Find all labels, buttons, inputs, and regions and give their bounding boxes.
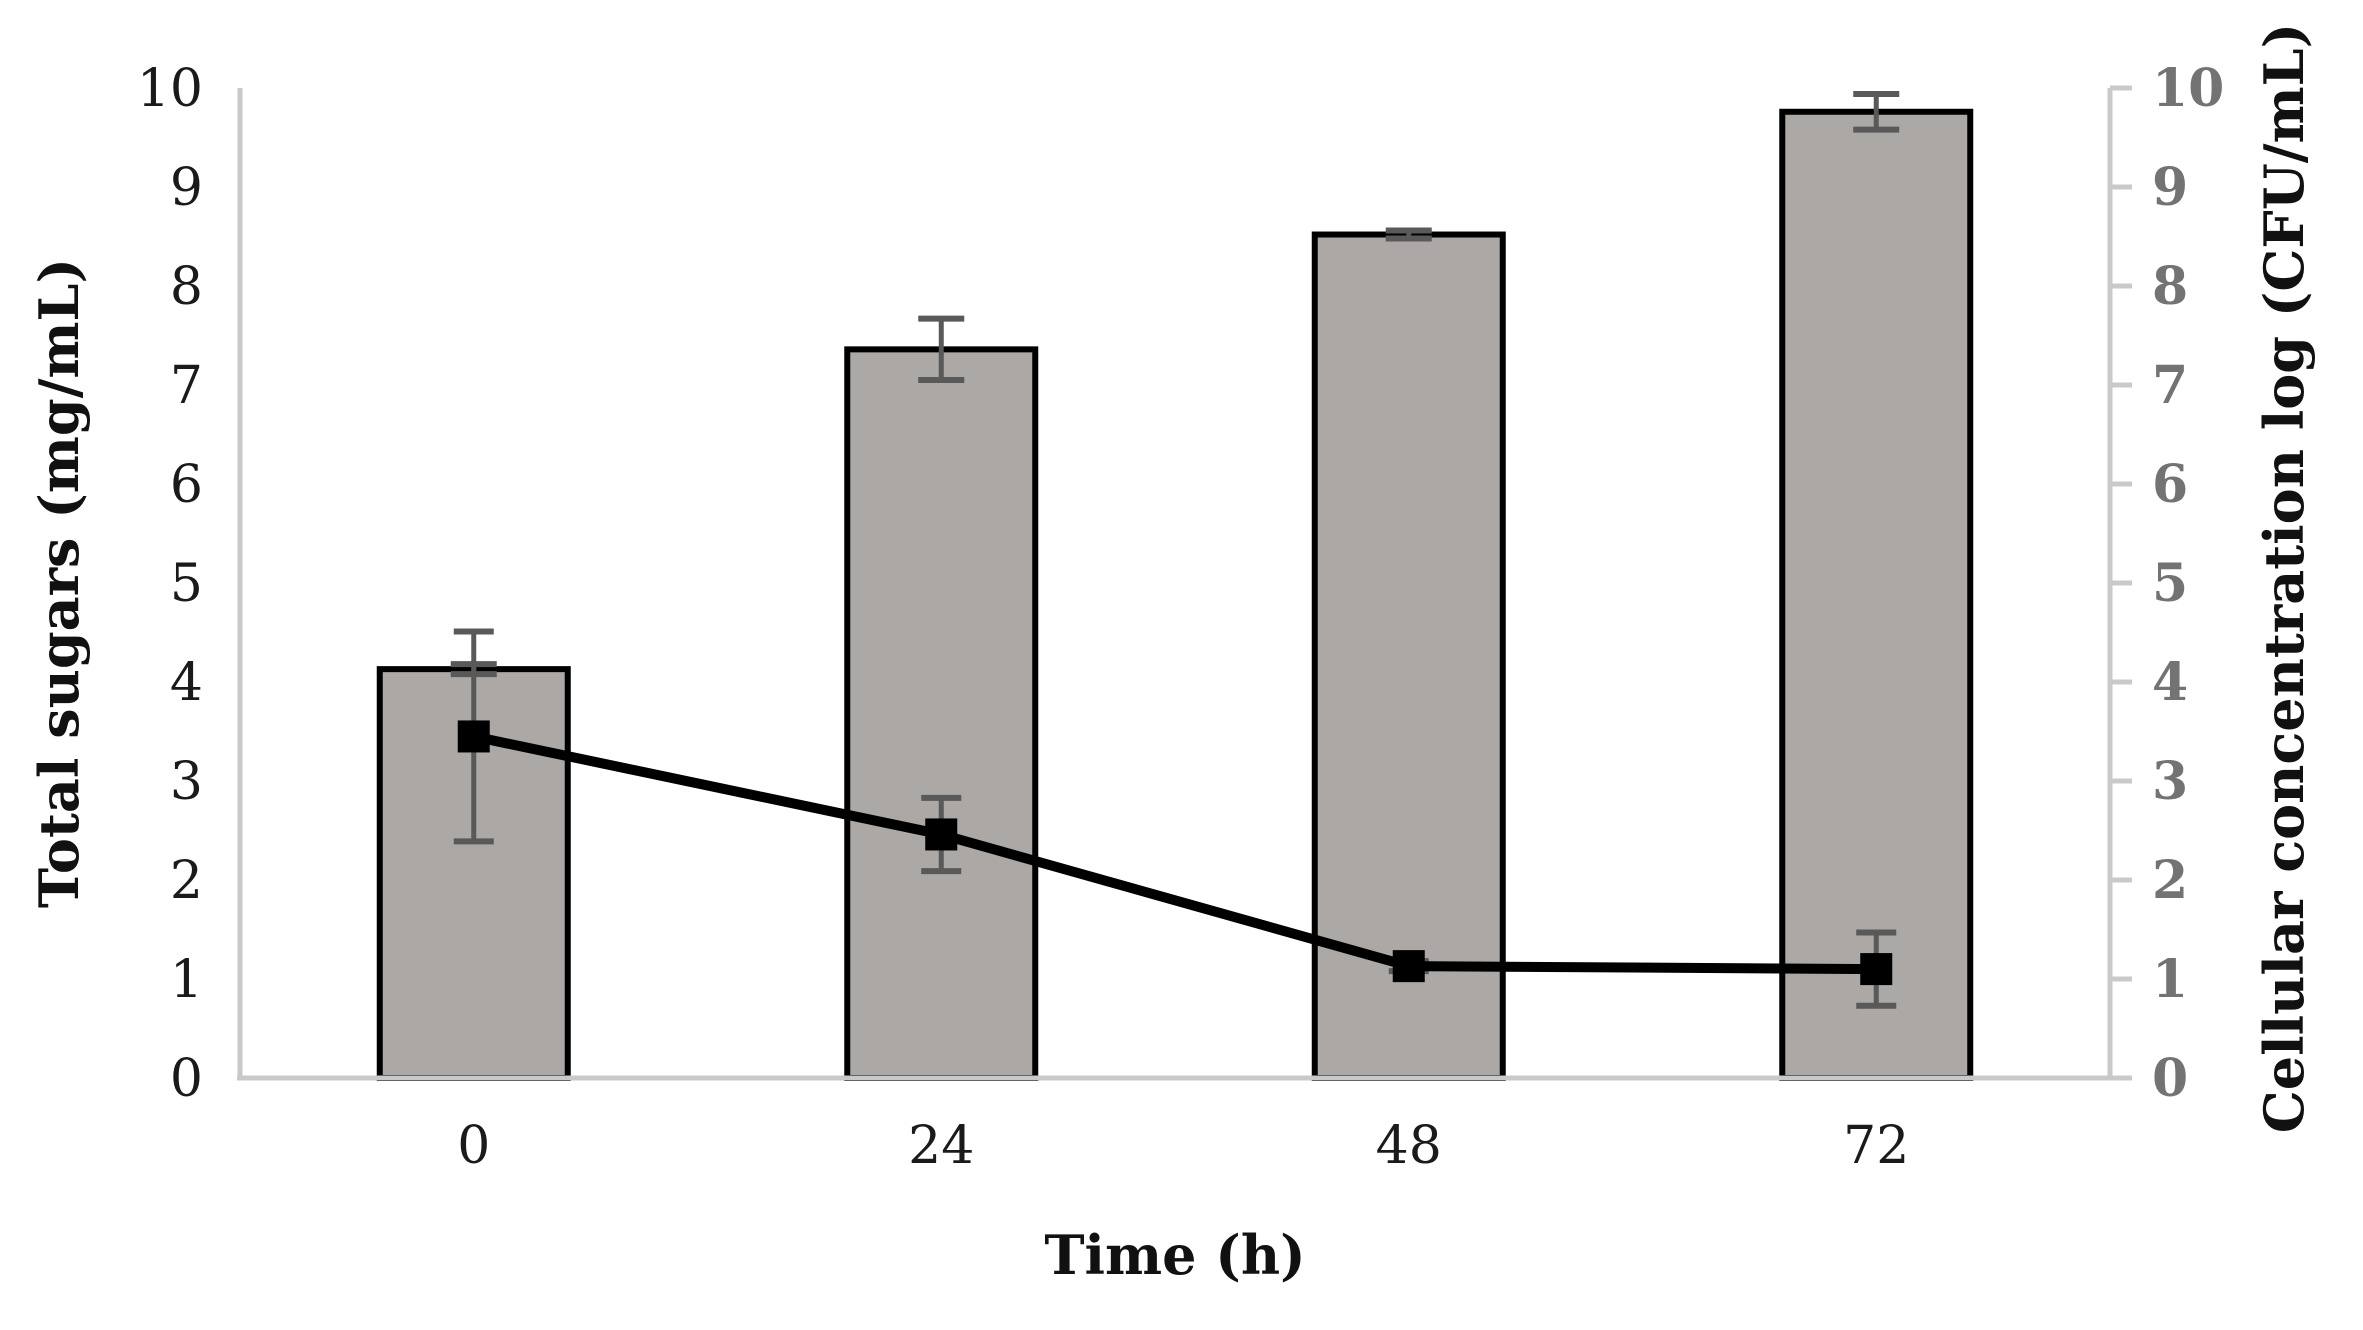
right-axis-label-8: 8	[2152, 256, 2188, 317]
left-axis-label-3: 3	[170, 752, 203, 812]
left-axis-label-0: 0	[170, 1049, 203, 1109]
marker-0h	[457, 720, 490, 753]
x-axis-title: Time (h)	[1044, 1223, 1305, 1287]
right-axis-label-1: 1	[2152, 949, 2188, 1010]
left-axis-label-9: 9	[170, 158, 203, 218]
left-axis-label-2: 2	[170, 851, 203, 911]
right-axis-label-10: 10	[2152, 58, 2224, 119]
right-axis-label-4: 4	[2152, 652, 2188, 713]
left-axis-label-5: 5	[170, 554, 203, 614]
right-axis-label-2: 2	[2152, 850, 2188, 911]
right-axis-label-0: 0	[2152, 1048, 2188, 1109]
x-axis-label-0: 0	[457, 1116, 490, 1176]
x-axis-label-72: 72	[1843, 1116, 1909, 1176]
right-axis-label-6: 6	[2152, 454, 2188, 515]
right-axis-label-9: 9	[2152, 157, 2188, 218]
bar-24h	[844, 346, 1039, 1081]
chart-dynamic-layer: 0 1 2 3 4 5 6 7 8 9 10 0 1 2 3 4 5 6 7 8 9 10 0 24 48 72	[137, 58, 2225, 1176]
right-axis-label-3: 3	[2152, 751, 2188, 812]
left-axis-label-7: 7	[170, 356, 203, 416]
right-axis-label-7: 7	[2152, 355, 2188, 416]
marker-24h	[925, 818, 958, 851]
line-series	[472, 731, 1877, 975]
left-axis-label-6: 6	[170, 455, 203, 515]
marker-72h	[1860, 953, 1893, 986]
left-axis-title: Total sugars (mg/mL)	[27, 258, 91, 908]
left-axis-label-10: 10	[137, 59, 203, 119]
right-axis-title: Cellular concentration log (CFU/mL)	[2252, 23, 2316, 1133]
x-axis-label-24: 24	[908, 1116, 974, 1176]
left-axis-label-1: 1	[170, 950, 203, 1010]
right-axis-label-5: 5	[2152, 553, 2188, 614]
left-axis-label-8: 8	[170, 257, 203, 317]
x-axis-label-48: 48	[1376, 1116, 1442, 1176]
bar-48h	[1311, 231, 1506, 1081]
left-axis-label-4: 4	[170, 653, 203, 713]
marker-48h	[1392, 950, 1425, 983]
